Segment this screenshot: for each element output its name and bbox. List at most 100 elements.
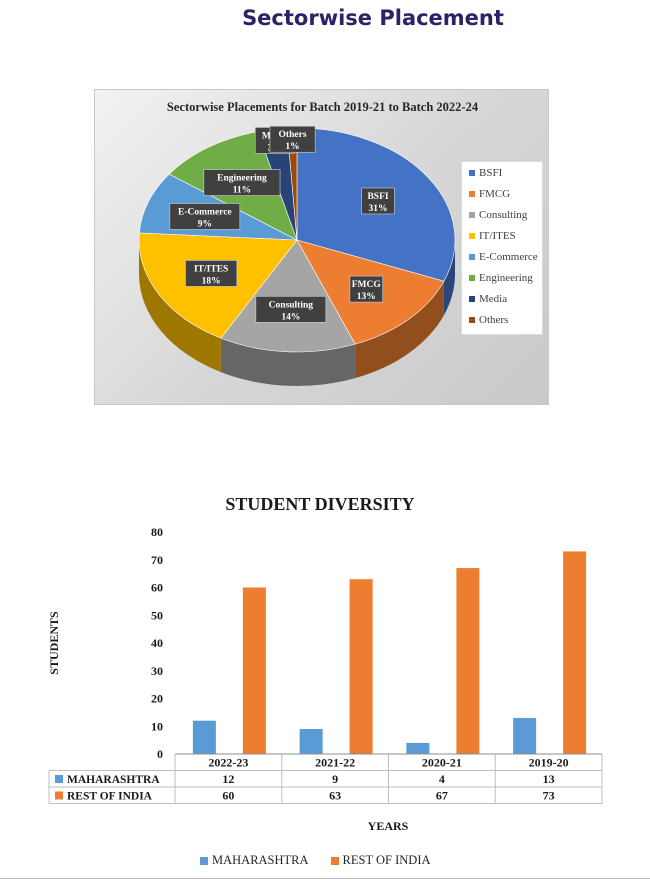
y-tick-label: 50 xyxy=(151,608,163,622)
pie-label-value: 1% xyxy=(285,142,299,152)
table-value: 12 xyxy=(222,772,234,786)
table-value: 63 xyxy=(329,789,341,803)
pie-label-value: 31% xyxy=(369,204,388,214)
pie-label-name: E-Commerce xyxy=(178,207,232,217)
bar-maharashtra-2021-22 xyxy=(299,729,323,754)
legend-swatch xyxy=(469,212,475,218)
legend-label: IT/ITES xyxy=(479,230,516,242)
bar-maharashtra-2019-20 xyxy=(513,717,537,754)
y-tick-label: 60 xyxy=(151,581,163,595)
legend-label: BSFI xyxy=(479,167,503,179)
pie-label-it-ites: IT/ITES 18% xyxy=(185,260,238,287)
legend-label: MAHARASHTRA xyxy=(212,853,309,867)
pie-label-value: 14% xyxy=(281,312,300,322)
legend-label: Media xyxy=(479,293,508,305)
x-tick-label: 2019-20 xyxy=(529,756,569,770)
legend-label: FMCG xyxy=(479,188,511,200)
x-tick-label: 2020-21 xyxy=(422,756,462,770)
pie-legend-item-fmcg: FMCG xyxy=(469,187,510,201)
pie-side-bsfi xyxy=(443,240,455,316)
pie-label-name: BSFI xyxy=(367,192,388,202)
legend-label: Engineering xyxy=(479,272,533,284)
page-title: Sectorwise Placement xyxy=(242,6,504,30)
legend-swatch xyxy=(469,254,475,260)
pie-label-engineering: Engineering 11% xyxy=(203,169,281,196)
bar-chart-title: STUDENT DIVERSITY xyxy=(225,494,414,514)
legend-swatch xyxy=(469,170,475,176)
table-value: 67 xyxy=(436,789,448,803)
pie-chart-panel: Sectorwise Placements for Batch 2019-21 … xyxy=(94,89,549,405)
legend-label: E-Commerce xyxy=(479,251,538,263)
pie-side-it-ites xyxy=(139,240,221,373)
y-tick-label: 80 xyxy=(151,525,163,539)
bar-maharashtra-2022-23 xyxy=(192,720,216,754)
y-tick-label: 0 xyxy=(157,747,163,761)
table-value: 73 xyxy=(543,789,555,803)
pie-slice-consulting xyxy=(220,239,356,353)
bar-maharashtra-2020-21 xyxy=(406,742,430,754)
pie-label-name: FMCG xyxy=(352,280,382,290)
table-value: 4 xyxy=(439,772,445,786)
pie-label-name: Others xyxy=(279,130,307,140)
pie-label-value: 11% xyxy=(233,186,251,196)
legend-swatch xyxy=(469,191,475,197)
pie-label-fmcg: FMCG 13% xyxy=(349,275,383,303)
pie-legend-item-consulting: Consulting xyxy=(469,208,527,222)
pie-chart-title: Sectorwise Placements for Batch 2019-21 … xyxy=(166,100,479,114)
x-tick-label: 2022-23 xyxy=(208,756,248,770)
pie-legend-item-it-ites: IT/ITES xyxy=(469,229,516,243)
legend-swatch xyxy=(469,275,475,281)
pie-label-name: Consulting xyxy=(269,300,314,310)
pie-label-value: 9% xyxy=(198,219,212,229)
pie-label-value: 18% xyxy=(202,276,221,286)
table-value: 60 xyxy=(222,789,234,803)
legend-label: Others xyxy=(479,314,509,326)
bar-rest-of-india-2021-22 xyxy=(349,579,373,754)
x-tick-label: 2021-22 xyxy=(315,756,355,770)
pie-label-consulting: Consulting 14% xyxy=(255,296,327,323)
divider xyxy=(0,878,650,879)
x-axis-label: YEARS xyxy=(368,819,409,833)
pie-label-bsfi: BSFI 31% xyxy=(361,187,395,215)
y-axis-label: STUDENTS xyxy=(47,611,61,675)
table-series-name: REST OF INDIA xyxy=(67,791,153,803)
pie-label-others: Others 1% xyxy=(269,125,316,153)
bar-rest-of-india-2022-23 xyxy=(242,587,266,754)
legend-swatch xyxy=(200,856,208,865)
y-tick-label: 20 xyxy=(151,692,163,706)
y-tick-label: 70 xyxy=(151,553,163,567)
pie-legend: BSFI FMCG Consulting IT/ITES E-Commerce Engin… xyxy=(461,161,543,335)
pie-legend-item-others: Others xyxy=(469,313,508,327)
legend-swatch xyxy=(469,317,475,323)
pie-legend-item-engineering: Engineering xyxy=(469,271,533,285)
bar-legend: MAHARASHTRA REST OF INDIA xyxy=(200,853,431,868)
legend-swatch xyxy=(469,233,475,239)
table-legend-key xyxy=(55,791,63,800)
legend-label: Consulting xyxy=(479,209,528,221)
pie-label-name: Engineering xyxy=(217,174,267,184)
pie-label-value: 13% xyxy=(357,292,376,302)
table-value: 13 xyxy=(543,772,555,786)
bar-rest-of-india-2019-20 xyxy=(563,551,587,754)
y-tick-label: 10 xyxy=(151,719,163,733)
y-tick-label: 30 xyxy=(151,664,163,678)
table-series-name: MAHARASHTRA xyxy=(67,774,160,786)
legend-label: REST OF INDIA xyxy=(342,853,431,867)
pie-label-name: IT/ITES xyxy=(194,264,228,274)
pie-chart: BSFI 31% FMCG 13% Consulting 14% IT/ITES 18% E-C… xyxy=(138,125,456,387)
pie-legend-item-bsfi: BSFI xyxy=(469,166,502,180)
bar-legend-item-maharashtra: MAHARASHTRA xyxy=(200,853,309,868)
pie-side-fmcg xyxy=(355,281,444,379)
pie-side-consulting xyxy=(220,338,356,387)
pie-legend-item-e-commerce: E-Commerce xyxy=(469,250,538,264)
table-value: 9 xyxy=(332,772,338,786)
legend-swatch xyxy=(330,856,339,865)
pie-label-e-commerce: E-Commerce 9% xyxy=(169,203,241,230)
table-legend-key xyxy=(55,775,63,783)
bar-rest-of-india-2020-21 xyxy=(456,568,480,754)
legend-swatch xyxy=(469,296,475,302)
bar-legend-item-rest-of-india: REST OF INDIA xyxy=(330,853,431,868)
y-tick-label: 40 xyxy=(151,636,163,650)
pie-legend-item-media: Media xyxy=(469,292,507,306)
